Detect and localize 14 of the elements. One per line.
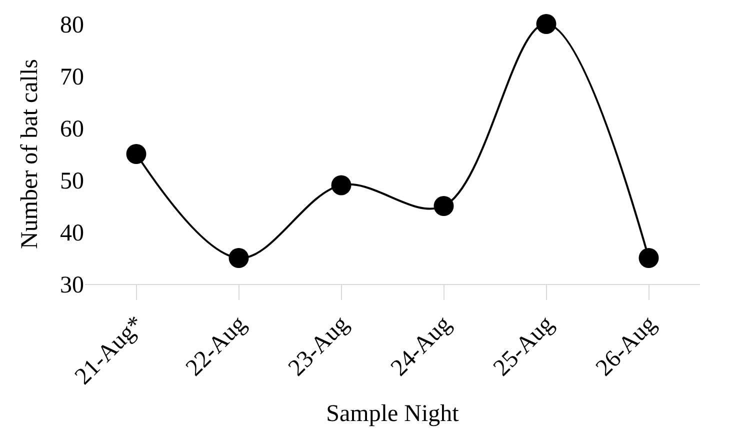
y-tick-label: 30 bbox=[60, 272, 84, 298]
y-tick-label: 70 bbox=[60, 64, 84, 90]
y-tick-label: 50 bbox=[60, 168, 84, 194]
point bbox=[126, 144, 146, 164]
y-tick-label: 60 bbox=[60, 116, 84, 142]
y-axis-title: Number of bat calls bbox=[17, 59, 44, 249]
x-axis-title: Sample Night bbox=[326, 401, 460, 428]
y-tick-label: 40 bbox=[60, 220, 84, 246]
y-tick-label: 80 bbox=[60, 12, 84, 38]
point bbox=[228, 248, 249, 268]
point bbox=[331, 175, 352, 196]
point bbox=[434, 196, 454, 216]
point bbox=[638, 248, 659, 268]
point bbox=[536, 14, 556, 34]
